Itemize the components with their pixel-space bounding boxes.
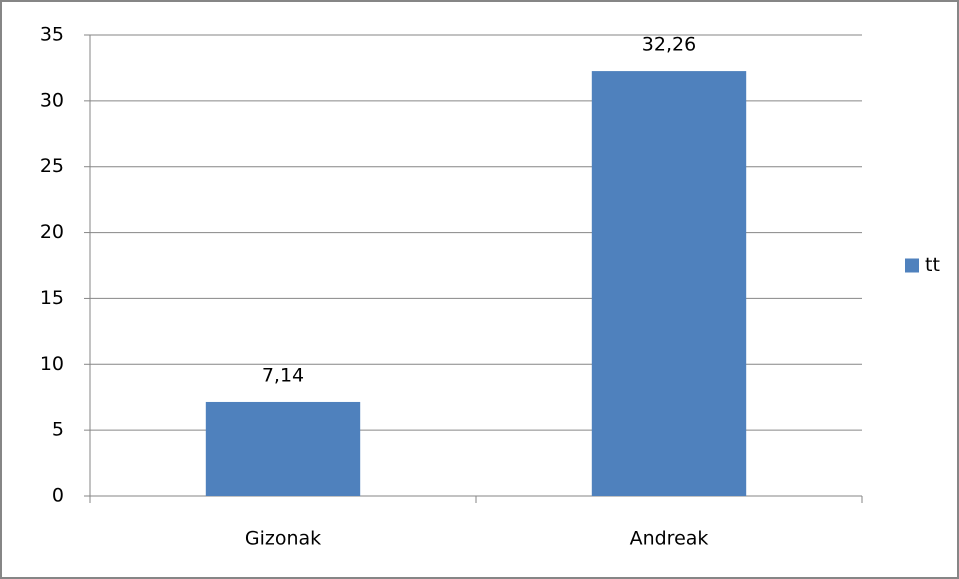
y-tick-label: 5 xyxy=(52,419,64,441)
data-label: 32,26 xyxy=(642,34,696,56)
y-tick-label: 30 xyxy=(40,89,64,111)
bar xyxy=(591,71,747,496)
data-label: 7,14 xyxy=(262,364,304,386)
y-tick-label: 0 xyxy=(52,485,64,507)
y-tick-label: 10 xyxy=(40,353,64,375)
legend-swatch xyxy=(905,258,919,273)
x-tick-label: Gizonak xyxy=(245,528,321,550)
x-tick-label: Andreak xyxy=(630,528,709,550)
bar xyxy=(205,401,361,496)
y-tick-label: 25 xyxy=(40,155,64,177)
y-tick-label: 20 xyxy=(40,221,64,243)
y-tick-label: 15 xyxy=(40,287,64,309)
y-tick-label: 35 xyxy=(40,24,64,46)
legend-label: tt xyxy=(925,254,940,276)
